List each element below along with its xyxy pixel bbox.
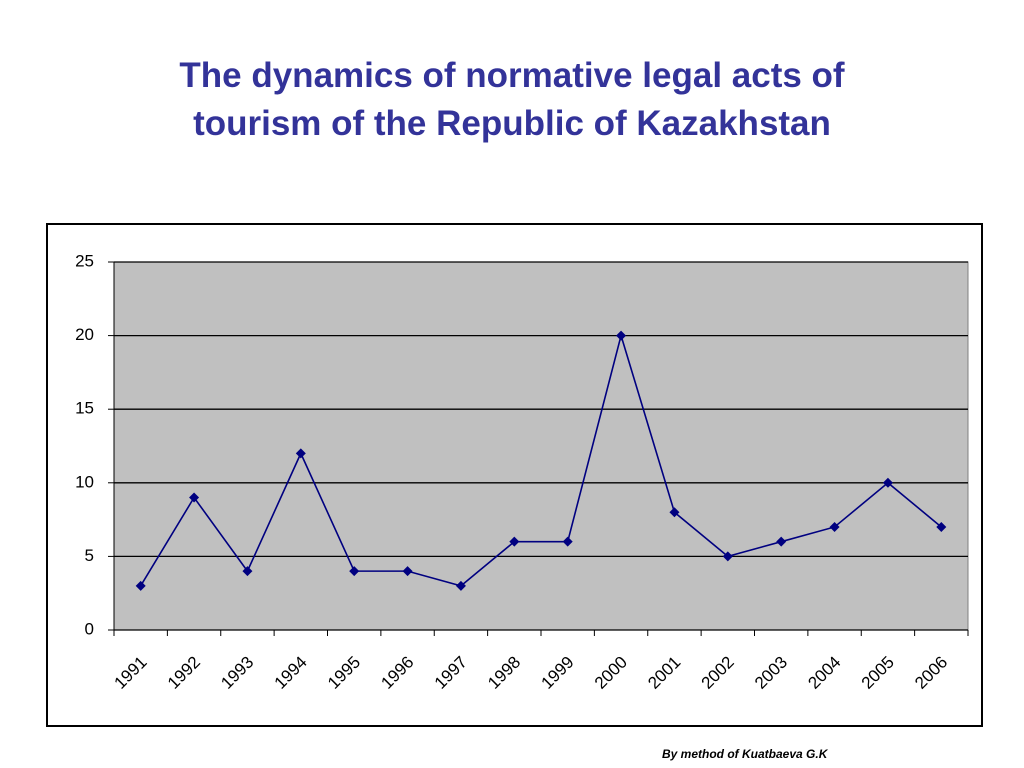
y-tick-label: 10 <box>75 472 94 491</box>
x-tick-label: 2002 <box>698 653 738 693</box>
data-marker <box>722 551 733 562</box>
data-marker <box>135 580 146 591</box>
data-marker <box>776 536 787 547</box>
data-marker <box>349 566 360 577</box>
y-tick-label: 25 <box>75 251 94 270</box>
x-tick-label: 2004 <box>804 653 844 693</box>
x-tick-label: 1996 <box>377 653 417 693</box>
plot-area <box>113 261 969 631</box>
y-tick-label: 5 <box>85 546 94 565</box>
x-tick-label: 1999 <box>538 653 578 693</box>
data-marker <box>509 536 520 547</box>
x-tick-label: 1992 <box>164 653 204 693</box>
x-tick-label: 2006 <box>911 653 951 693</box>
x-tick-label: 1995 <box>324 653 364 693</box>
x-tick-label: 1991 <box>111 653 151 693</box>
data-marker <box>616 330 627 341</box>
chart-title: The dynamics of normative legal acts of … <box>179 56 845 143</box>
y-tick-label: 20 <box>75 325 94 344</box>
data-marker <box>295 448 306 459</box>
data-line <box>140 332 942 587</box>
x-tick-label: 2005 <box>858 653 898 693</box>
y-tick-label: 0 <box>85 619 94 638</box>
x-tick-label: 2000 <box>591 653 631 693</box>
data-marker <box>402 566 413 577</box>
x-tick-label: 1997 <box>431 653 471 693</box>
x-tick-label: 1993 <box>217 653 257 693</box>
x-tick-label: 2003 <box>751 653 791 693</box>
data-marker <box>669 507 680 518</box>
footnote: By method of Kuatbaeva G.K <box>662 747 828 761</box>
chart-frame <box>46 223 983 727</box>
data-marker <box>562 536 573 547</box>
data-marker <box>242 566 253 577</box>
data-marker <box>829 521 840 532</box>
data-marker <box>936 521 947 532</box>
data-marker <box>882 477 893 488</box>
y-tick-label: 15 <box>75 399 94 418</box>
x-tick-label: 1998 <box>484 653 524 693</box>
data-marker <box>189 492 200 503</box>
data-marker <box>455 580 466 591</box>
x-tick-label: 1994 <box>271 653 311 693</box>
x-tick-label: 2001 <box>644 653 684 693</box>
